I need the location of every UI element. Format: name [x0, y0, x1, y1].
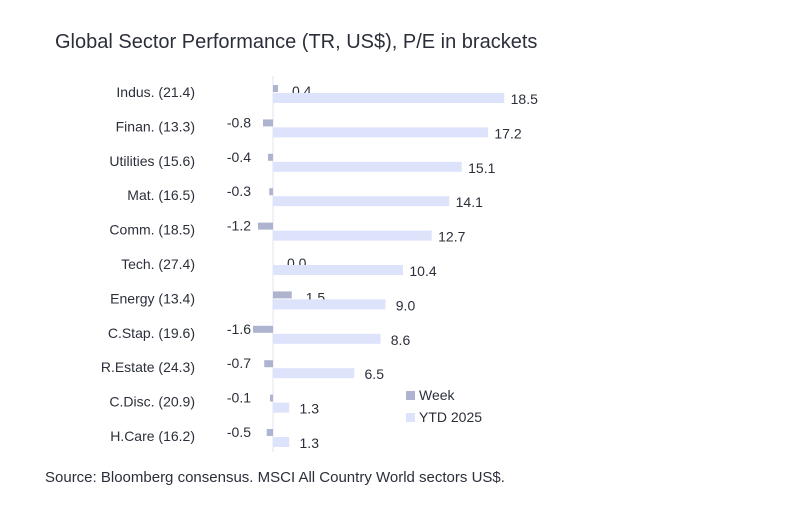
week-bar: [266, 429, 273, 436]
category-label: Indus. (21.4): [116, 84, 195, 100]
category-label: C.Disc. (20.9): [109, 394, 195, 410]
ytd-bar: [273, 437, 290, 447]
legend-swatch-ytd: [406, 413, 415, 422]
ytd-bar: [273, 196, 450, 207]
category-label: Tech. (27.4): [121, 256, 195, 272]
week-bar: [273, 85, 278, 92]
ytd-value-label: 9.0: [396, 297, 416, 313]
category-label: Utilities (15.6): [109, 153, 195, 169]
ytd-bar: [273, 93, 505, 103]
source-note: Source: Bloomberg consensus. MSCI All Co…: [45, 469, 505, 486]
legend-swatch-week: [406, 391, 415, 400]
week-value-label: -0.7: [227, 355, 251, 371]
week-value-label: -1.6: [227, 321, 251, 337]
legend-label-week: Week: [419, 387, 456, 403]
ytd-value-label: 15.1: [468, 160, 495, 176]
ytd-value-label: 18.5: [511, 91, 538, 107]
week-bar: [253, 325, 273, 333]
week-bar: [269, 188, 273, 196]
ytd-bar: [273, 299, 386, 310]
ytd-bar: [273, 230, 432, 241]
ytd-bar: [273, 402, 290, 413]
ytd-value-label: 8.6: [391, 332, 411, 348]
ytd-bar: [273, 161, 462, 172]
category-label: R.Estate (24.3): [101, 359, 195, 375]
week-value-label: -0.1: [227, 390, 251, 406]
chart-title: Global Sector Performance (TR, US$), P/E…: [55, 31, 538, 53]
week-bar: [273, 291, 292, 299]
week-bar: [258, 222, 273, 230]
category-label: Comm. (18.5): [109, 222, 195, 238]
category-label: H.Care (16.2): [110, 428, 195, 444]
ytd-bar: [273, 368, 355, 379]
week-bar: [268, 153, 273, 161]
category-label: Finan. (13.3): [116, 118, 195, 134]
ytd-bar: [273, 127, 488, 138]
ytd-bar: [273, 333, 381, 344]
ytd-value-label: 17.2: [494, 125, 521, 141]
ytd-value-label: 1.3: [300, 435, 320, 451]
ytd-value-label: 10.4: [409, 263, 436, 279]
category-label: Energy (13.4): [110, 290, 195, 306]
week-bar: [264, 360, 273, 368]
ytd-value-label: 6.5: [365, 366, 385, 382]
ytd-value-label: 14.1: [456, 194, 483, 210]
week-value-label: -1.2: [227, 218, 251, 234]
week-bar: [263, 119, 273, 127]
legend-label-ytd: YTD 2025: [419, 409, 482, 425]
ytd-bar: [273, 265, 403, 275]
ytd-value-label: 1.3: [300, 401, 320, 417]
week-bar: [270, 394, 273, 402]
ytd-value-label: 12.7: [438, 229, 465, 245]
category-label: Mat. (16.5): [127, 187, 195, 203]
week-value-label: -0.5: [227, 424, 251, 440]
category-label: C.Stap. (19.6): [108, 325, 195, 341]
week-value-label: -0.8: [227, 114, 251, 130]
week-value-label: -0.3: [227, 183, 251, 199]
week-value-label: -0.4: [227, 149, 251, 165]
